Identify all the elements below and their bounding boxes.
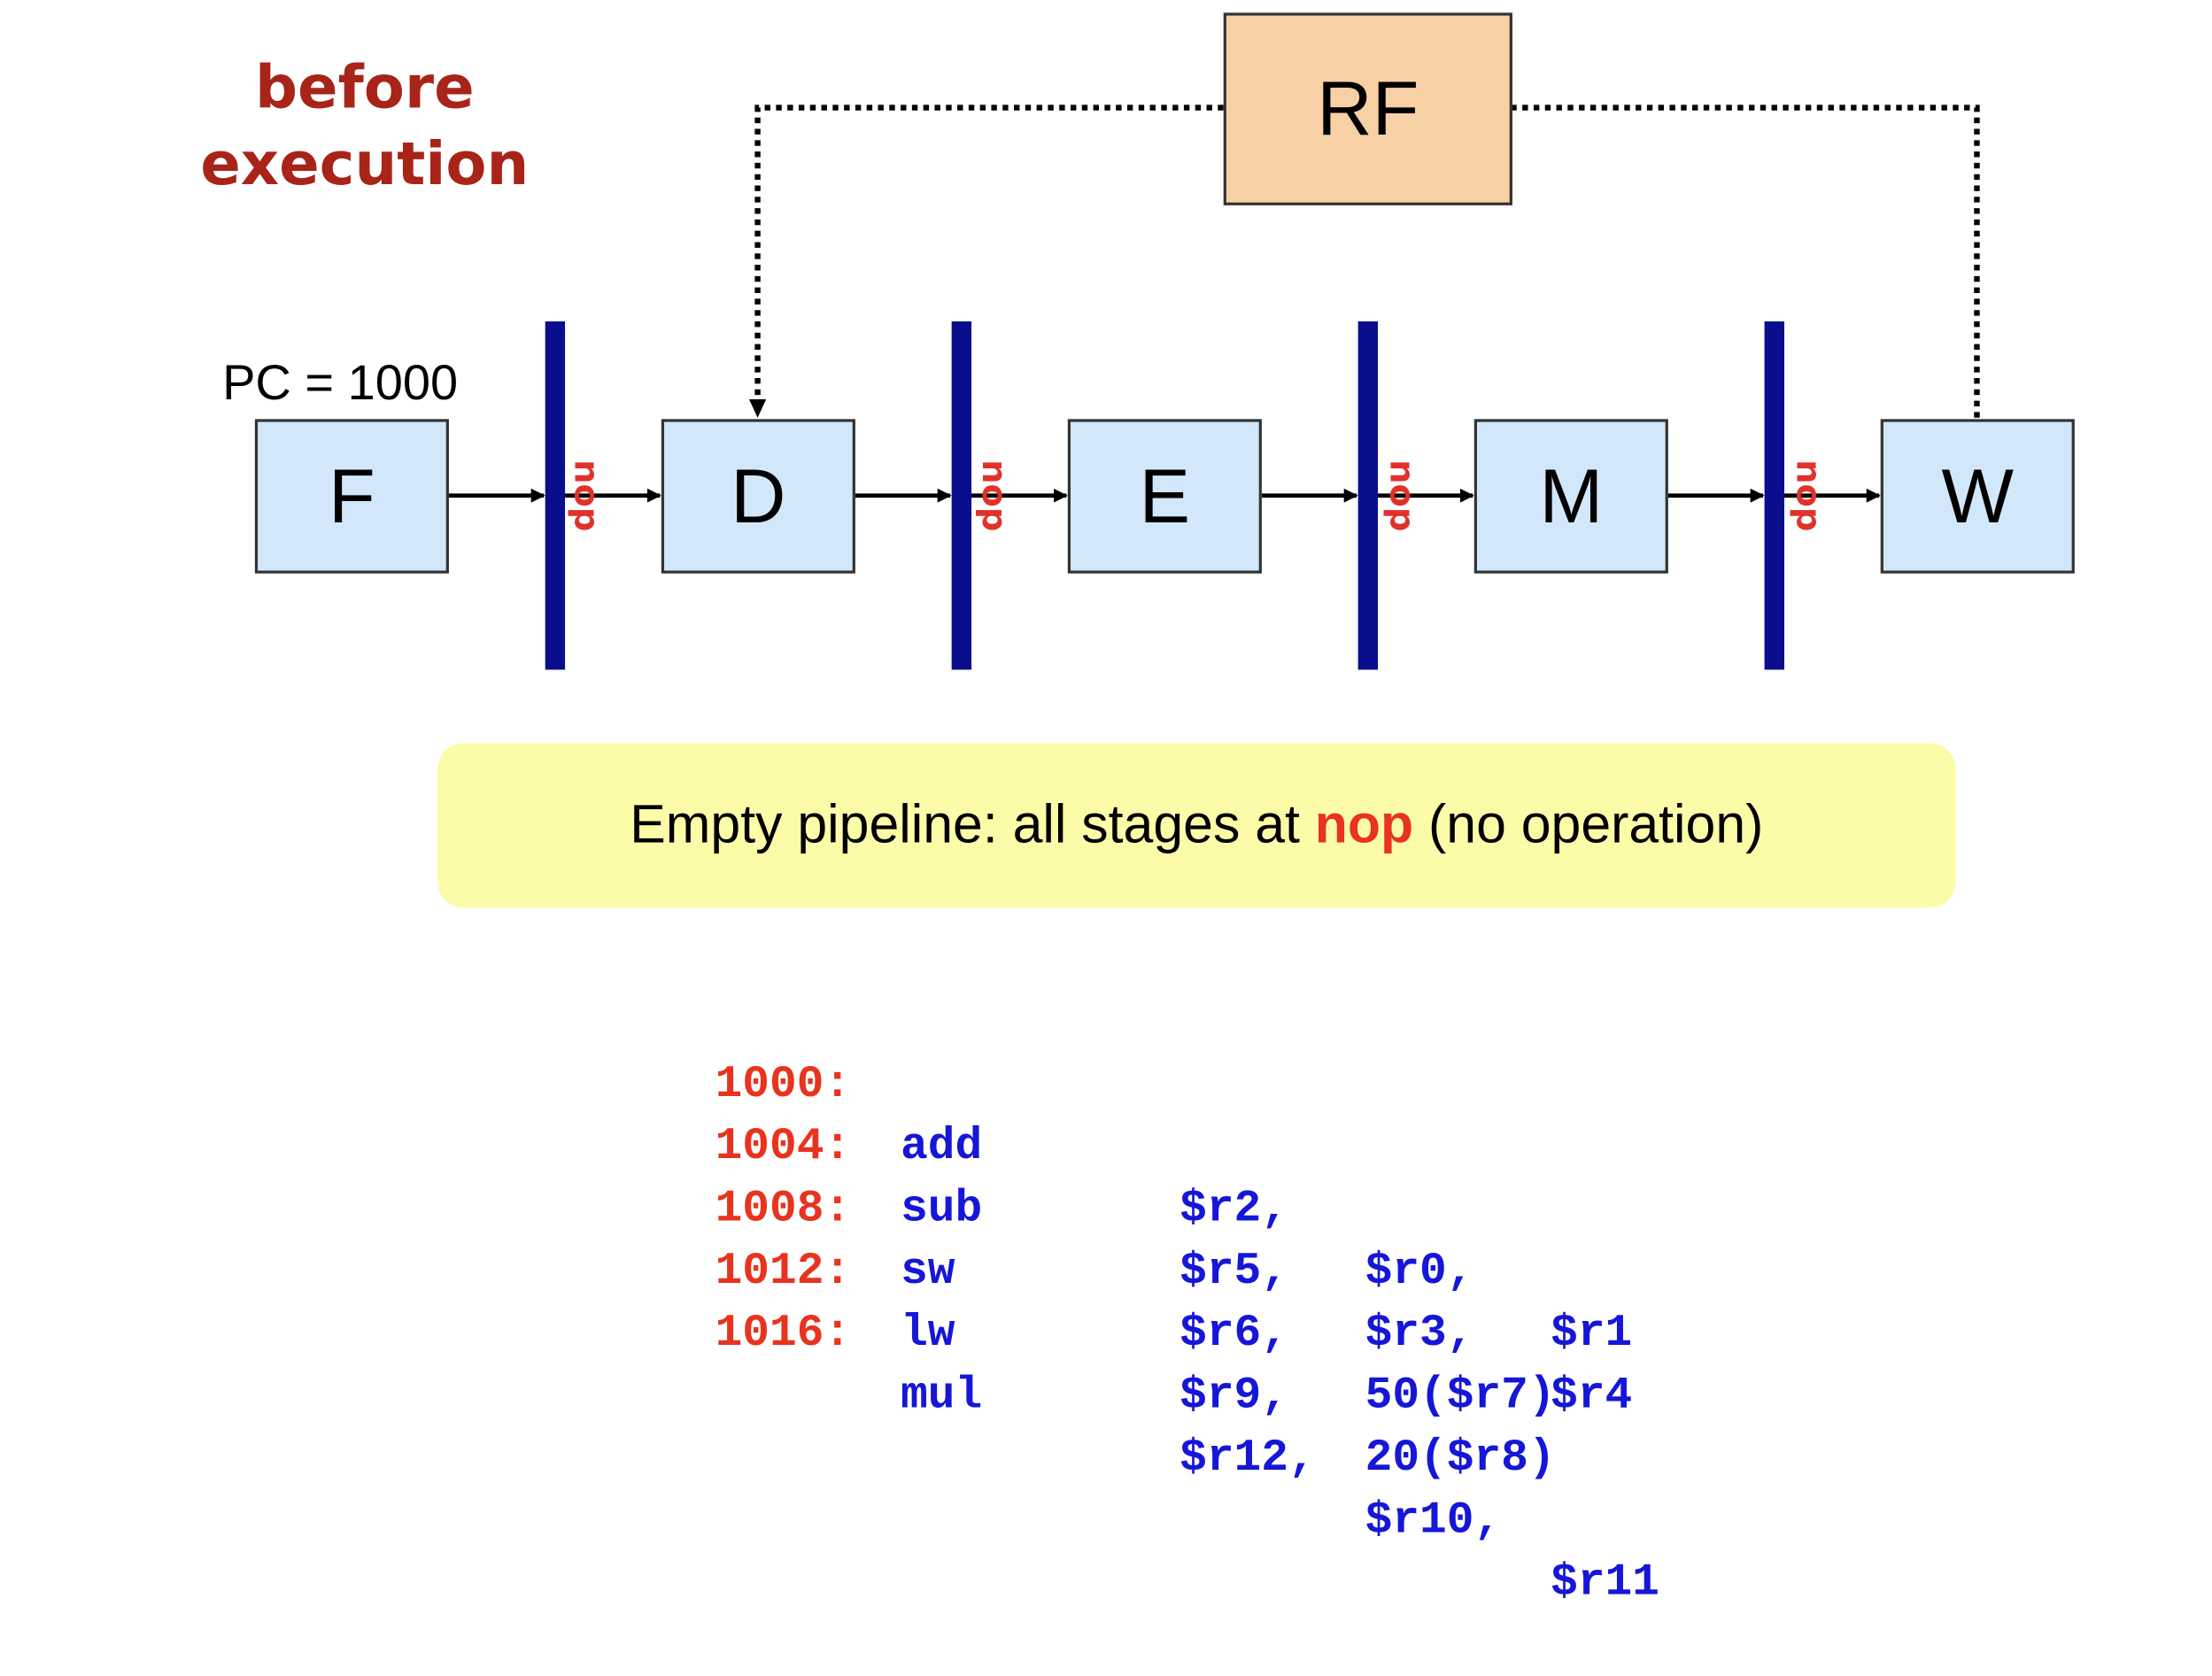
latch-em-nop-label: nop [1382, 460, 1422, 531]
stage-writeback: W [1881, 419, 2075, 573]
instruction-opcode: lw [901, 1302, 955, 1364]
instruction-address: 1016: [715, 1302, 852, 1364]
latch-fd-nop-label: nop [567, 460, 607, 531]
diagram-title: before execution [170, 50, 560, 203]
pipeline-latch-mw [1765, 321, 1784, 669]
stage-fetch: F [255, 419, 449, 573]
instruction-listing: 1000: add $r2, $r0, $r1 1004: sub $r5, $… [715, 991, 878, 1302]
note-highlight: nop [1315, 795, 1413, 856]
instruction-opcode: add [901, 1116, 982, 1178]
pipeline-latch-em [1358, 321, 1378, 669]
instruction-arg-1: $r9, [1179, 1365, 1288, 1427]
pipeline-latch-fd [545, 321, 565, 669]
note-prefix: Empty pipeline: all stages at [630, 795, 1315, 856]
instruction-arg-1: $r5, [1179, 1240, 1288, 1302]
title-line-2: execution [170, 126, 560, 202]
instruction-row: 1016: mul $r12, $r10, $r11 [715, 1240, 878, 1302]
instruction-opcode: sw [901, 1240, 955, 1302]
title-line-1: before [170, 50, 560, 126]
writeback-to-rf-dotted-line [1512, 108, 1977, 418]
latch-mw-nop-label: nop [1789, 460, 1829, 531]
instruction-row: 1000: add $r2, $r0, $r1 [715, 991, 878, 1053]
stage-execute: E [1068, 419, 1262, 573]
instruction-arg-2: $r0, [1365, 1240, 1474, 1302]
note-suffix: (no operation) [1413, 795, 1763, 856]
instruction-arg-2: $r10, [1365, 1489, 1502, 1551]
stage-decode: D [661, 419, 855, 573]
instruction-arg-2: 50($r7) [1365, 1365, 1556, 1427]
instruction-arg-3: $r11 [1551, 1552, 1659, 1614]
instruction-arg-1: $r6, [1179, 1302, 1288, 1364]
register-file-box: RF [1224, 12, 1512, 205]
instruction-arg-1: $r12, [1179, 1427, 1316, 1489]
pipeline-note: Empty pipeline: all stages at nop (no op… [437, 744, 1955, 908]
instruction-arg-2: 20($r8) [1365, 1427, 1556, 1489]
instruction-arg-1: $r2, [1179, 1178, 1288, 1240]
rf-to-decode-arrowhead [749, 399, 766, 418]
program-counter-label: PC = 1000 [222, 355, 458, 412]
latch-de-nop-label: nop [974, 460, 1014, 531]
instruction-opcode: mul [901, 1365, 982, 1427]
rf-to-decode-dotted-line [758, 108, 1224, 403]
instruction-row: 1008: sw $r6, 50($r7) [715, 1116, 878, 1178]
pipeline-diagram: before execution PC = 1000 RF F D E M W … [0, 0, 2212, 1295]
stage-memory: M [1474, 419, 1668, 573]
instruction-opcode: sub [901, 1178, 982, 1240]
instruction-arg-3: $r4 [1551, 1365, 1632, 1427]
instruction-row: 1012: lw $r9, 20($r8) [715, 1178, 878, 1240]
instruction-arg-2: $r3, [1365, 1302, 1474, 1364]
instruction-arg-3: $r1 [1551, 1302, 1632, 1364]
pipeline-latch-de [952, 321, 971, 669]
instruction-row: 1004: sub $r5, $r3, $r4 [715, 1054, 878, 1116]
